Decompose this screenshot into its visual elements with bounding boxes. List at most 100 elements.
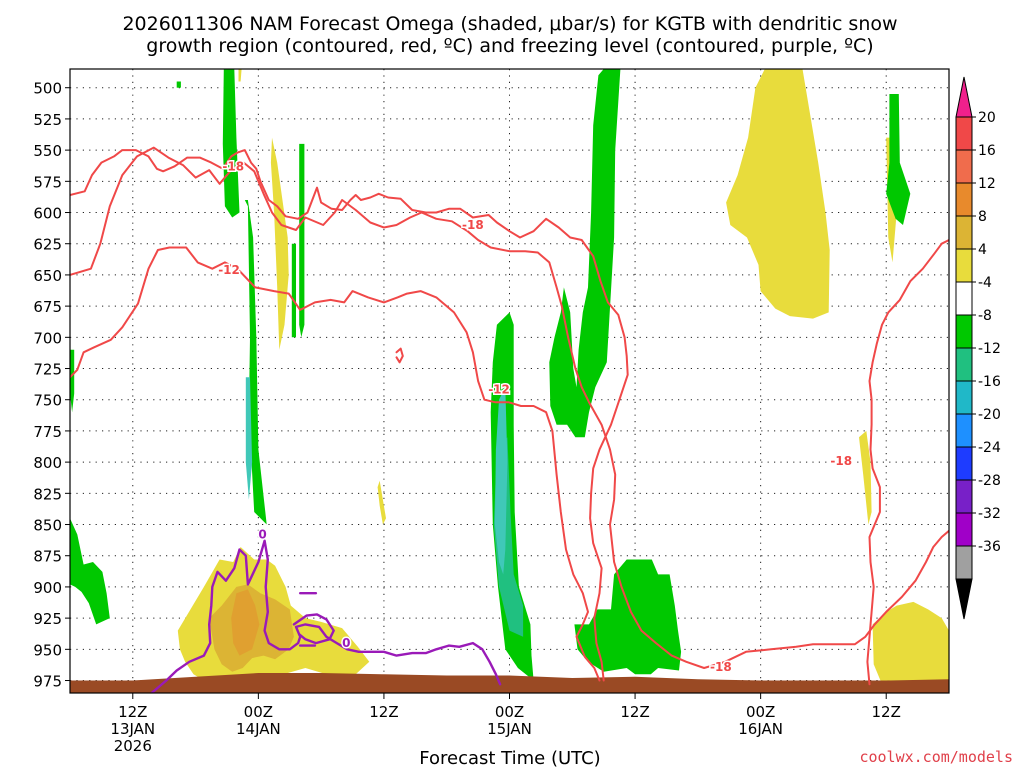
colorbar-label: -32 (978, 506, 1001, 522)
omega-region-yellow (238, 69, 242, 82)
omega-region-green (176, 81, 181, 88)
colorbar-bin (955, 215, 973, 250)
x-tick-label: 00Z (746, 703, 775, 721)
contour-label: -18 (710, 660, 732, 674)
omega-region-green (886, 94, 911, 225)
omega-region-yellow (726, 69, 830, 319)
colorbar-label: -4 (978, 275, 992, 291)
omega-region-green (574, 559, 682, 675)
colorbar-label: 16 (978, 143, 996, 159)
omega-region-green (70, 518, 110, 625)
contour-lines (70, 146, 949, 693)
colorbar-bin (955, 413, 973, 448)
omega-region-deep_orange (231, 589, 260, 656)
dendritic-contour-line (395, 347, 404, 364)
contour-labels: -18 -18 -12 -12 -18 -18 0 0 (217, 158, 854, 675)
dendritic-contour-line (70, 146, 949, 669)
x-tick-label: 13JAN (110, 720, 155, 738)
ground-terrain (70, 673, 949, 693)
colorbar-bin (955, 347, 973, 382)
colorbar-bin (955, 182, 973, 217)
colorbar-bin (955, 545, 973, 580)
colorbar-label: -24 (978, 440, 1001, 456)
colorbar-label: -20 (978, 407, 1001, 423)
colorbar-label: 12 (978, 176, 996, 192)
colorbar-label: 20 (978, 110, 996, 126)
chart-title-line2: growth region (contoured, red, ºC) and f… (146, 35, 873, 57)
freezing-level-contour-line (150, 539, 502, 693)
colorbar-underflow-triangle (955, 578, 973, 620)
contour-label: -18 (462, 218, 484, 232)
y-tick-label: 600 (33, 205, 62, 223)
colorbar-label: -8 (978, 308, 992, 324)
x-tick-label: 16JAN (738, 720, 783, 738)
y-axis-ticks: 500 525 550 575 600 625 650 675 700 725 750 775 800 8… (33, 80, 70, 691)
colorbar-label: 8 (978, 209, 987, 225)
x-tick-label: 2026 (114, 737, 152, 755)
y-tick-label: 650 (33, 267, 62, 285)
omega-region-green (549, 69, 621, 438)
colorbar-bin (955, 446, 973, 481)
omega-region-yellow (377, 480, 386, 525)
y-tick-label: 500 (33, 80, 62, 98)
y-tick-label: 850 (33, 517, 62, 535)
colorbar: 20 16 12 8 4 -4 -8 -12 -16 -20 -24 -28 -32 -36 (955, 76, 1001, 620)
x-tick-label: 12Z (620, 703, 649, 721)
colorbar-label: 4 (978, 242, 987, 258)
contour-label: -12 (218, 263, 240, 277)
y-tick-label: 550 (33, 142, 62, 160)
omega-region-yellow (859, 430, 872, 525)
colorbar-bin (955, 512, 973, 547)
contour-label: -12 (488, 383, 510, 397)
y-tick-label: 900 (33, 579, 62, 597)
y-tick-label: 775 (33, 423, 62, 441)
colorbar-bin (955, 281, 973, 316)
contour-label: -18 (222, 159, 244, 173)
colorbar-bin (955, 248, 973, 283)
omega-region-cyan (494, 387, 508, 575)
y-tick-label: 950 (33, 641, 62, 659)
y-tick-label: 825 (33, 485, 62, 503)
x-tick-label: 12Z (872, 703, 901, 721)
y-tick-label: 750 (33, 392, 62, 410)
x-axis-label: Forecast Time (UTC) (419, 748, 600, 768)
y-tick-label: 925 (33, 610, 62, 628)
omega-region-cyan (245, 377, 253, 500)
y-tick-label: 975 (33, 673, 62, 691)
terrain-layer (70, 673, 949, 693)
freezing-level-contour-line (292, 613, 335, 645)
dendritic-contour-line (70, 149, 629, 682)
x-tick-label: 14JAN (236, 720, 281, 738)
y-tick-label: 625 (33, 236, 62, 254)
colorbar-bin (955, 479, 973, 514)
dendritic-contour-line (866, 239, 949, 686)
colorbar-bin (955, 380, 973, 415)
x-tick-label: 15JAN (487, 720, 532, 738)
dendritic-contour-line (70, 246, 601, 682)
contour-label: 0 (258, 528, 266, 542)
chart-title-line1: 2026011306 NAM Forecast Omega (shaded, μ… (122, 13, 897, 35)
colorbar-label: -28 (978, 473, 1001, 489)
x-tick-label: 00Z (244, 703, 273, 721)
y-tick-label: 725 (33, 361, 62, 379)
omega-region-yellow (270, 137, 289, 350)
omega-region-green (70, 349, 75, 413)
y-tick-label: 575 (33, 173, 62, 191)
y-tick-label: 800 (33, 454, 62, 472)
contour-label: 0 (342, 636, 350, 650)
omega-region-yellow (872, 601, 949, 685)
colorbar-overflow-triangle (955, 76, 973, 118)
credit-text: coolwx.com/models (859, 748, 1013, 766)
y-tick-label: 700 (33, 329, 62, 347)
colorbar-bin (955, 149, 973, 184)
colorbar-label: -36 (978, 539, 1001, 555)
y-tick-label: 875 (33, 548, 62, 566)
y-tick-label: 525 (33, 111, 62, 129)
x-tick-label: 00Z (495, 703, 524, 721)
colorbar-label: -16 (978, 374, 1001, 390)
omega-region-green (222, 69, 240, 218)
colorbar-label: -12 (978, 341, 1001, 357)
omega-region-green (291, 243, 296, 338)
